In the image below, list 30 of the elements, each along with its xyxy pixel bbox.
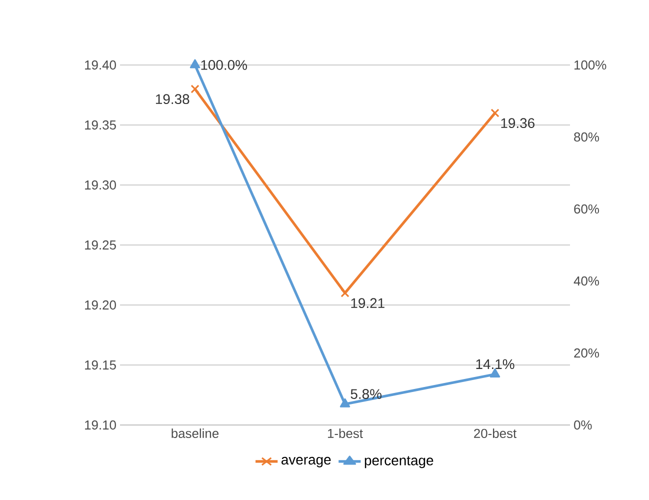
y-tick-label: 19.10 bbox=[85, 420, 116, 430]
legend-label: percentage bbox=[364, 456, 434, 468]
y-tick-label: 19.40 bbox=[85, 60, 116, 70]
y2-tick-label: 0% bbox=[574, 420, 592, 430]
data-label: 19.21 bbox=[351, 298, 384, 308]
y-tick-label: 19.25 bbox=[85, 240, 116, 250]
y-tick-label: 19.15 bbox=[85, 360, 116, 370]
y2-tick-label: 60% bbox=[574, 204, 599, 214]
legend-label: average bbox=[282, 456, 331, 468]
data-label: 100.0% bbox=[201, 60, 247, 70]
x-tick-label: baseline bbox=[172, 428, 219, 438]
y2-tick-label: 100% bbox=[574, 60, 606, 70]
point bbox=[340, 398, 350, 408]
y2-tick-label: 80% bbox=[574, 132, 599, 142]
data-label: 5.8% bbox=[350, 389, 382, 399]
point bbox=[490, 368, 500, 378]
y2-tick-label: 20% bbox=[574, 348, 599, 358]
y-tick-label: 19.20 bbox=[85, 300, 116, 310]
y-tick-label: 19.30 bbox=[85, 180, 116, 190]
x-tick-label: 20-best bbox=[474, 428, 516, 438]
data-label: 19.38 bbox=[156, 94, 190, 104]
x-tick-label: 1-best bbox=[328, 428, 363, 438]
point bbox=[190, 59, 200, 68]
point bbox=[490, 108, 500, 118]
y2-tick-label: 40% bbox=[574, 276, 599, 286]
point bbox=[190, 84, 200, 94]
point bbox=[340, 288, 350, 298]
data-label: 14.1% bbox=[476, 359, 514, 370]
data-label: 19.36 bbox=[501, 118, 534, 128]
y-tick-label: 19.35 bbox=[85, 120, 116, 130]
